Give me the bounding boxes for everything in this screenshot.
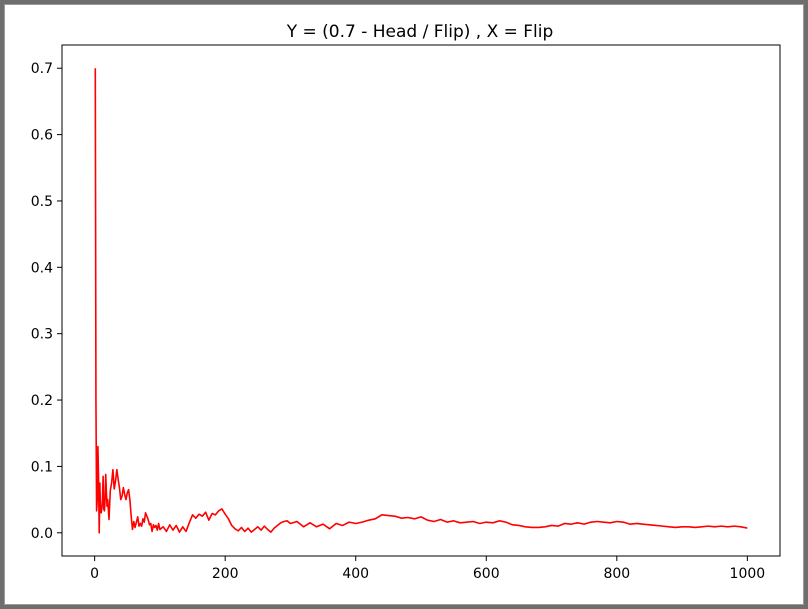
- x-tick-label: 400: [342, 566, 369, 582]
- y-tick-label: 0.2: [31, 393, 53, 409]
- plot-area-frame: [61, 44, 781, 557]
- line-chart: Y = (0.7 - Head / Flip) , X = Flip 0 200 4…: [31, 22, 781, 582]
- y-tick-label: 0.7: [31, 61, 53, 77]
- y-tick-label: 0.0: [31, 526, 53, 542]
- chart-title: Y = (0.7 - Head / Flip) , X = Flip: [286, 22, 554, 42]
- x-tick-label: 1000: [730, 566, 766, 582]
- x-tick-label: 800: [603, 566, 630, 582]
- series-line-1: [94, 68, 748, 534]
- y-tick-label: 0.5: [31, 194, 53, 210]
- axes-group: 0 200 400 600 800 1000 0.0 0.1 0.2 0.3 0.4 0.5 0.6 0.…: [31, 44, 781, 582]
- x-tick-label: 0: [90, 566, 99, 582]
- figure-canvas: Y = (0.7 - Head / Flip) , X = Flip 0 200 4…: [4, 4, 804, 605]
- x-tick-label: 200: [212, 566, 239, 582]
- series-group: [94, 68, 748, 534]
- y-tick-label: 0.6: [31, 128, 53, 144]
- y-tick-label: 0.3: [31, 327, 53, 343]
- x-tick-label: 600: [473, 566, 500, 582]
- y-tick-label: 0.1: [31, 459, 53, 475]
- y-tick-label: 0.4: [31, 260, 53, 276]
